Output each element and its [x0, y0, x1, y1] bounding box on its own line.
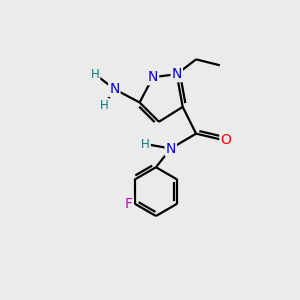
Text: N: N [148, 70, 158, 84]
Text: N: N [172, 67, 182, 81]
Text: F: F [125, 197, 133, 211]
Text: N: N [109, 82, 119, 96]
Text: N: N [166, 142, 176, 155]
Text: H: H [91, 68, 99, 81]
Text: O: O [220, 133, 231, 147]
Text: H: H [100, 99, 108, 112]
Text: H: H [141, 138, 150, 151]
